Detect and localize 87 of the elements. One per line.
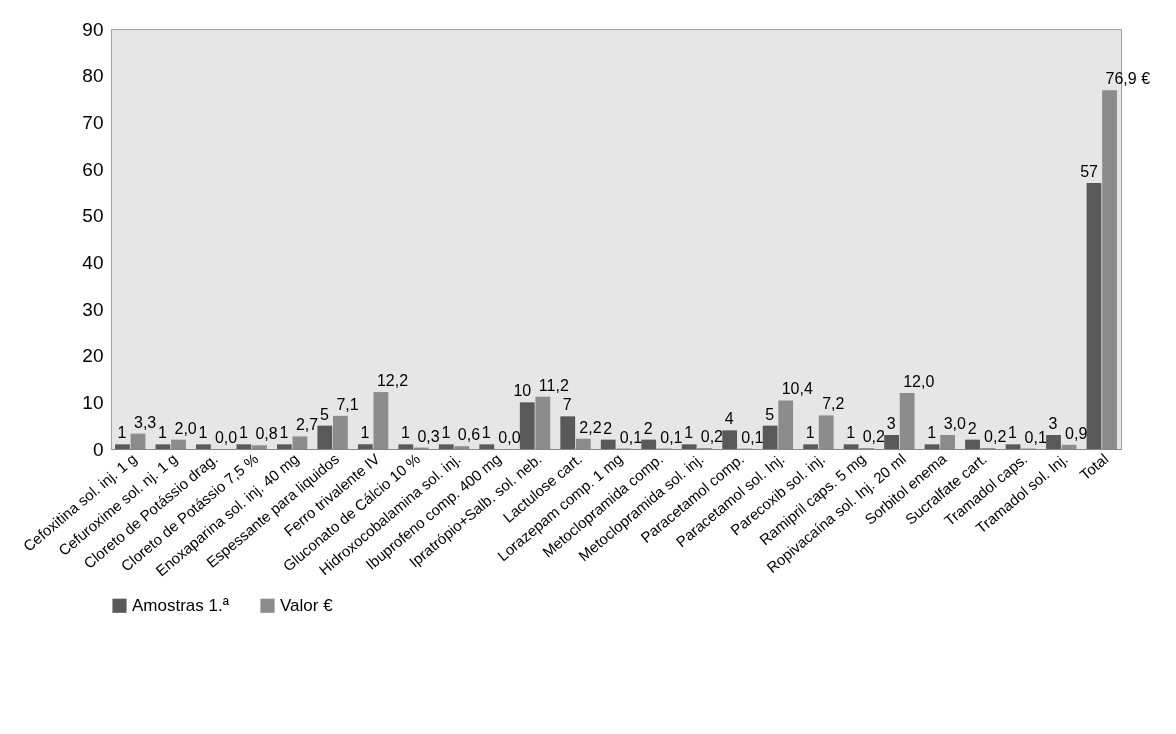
data-label: 3 <box>886 415 896 432</box>
data-label: 4 <box>724 410 734 428</box>
bar <box>398 444 414 449</box>
y-tick-label: 90 <box>82 18 104 40</box>
data-label: 7 <box>562 396 572 414</box>
data-label: 76,9 € <box>1105 70 1151 88</box>
bar <box>115 444 130 449</box>
data-label: 0,3 <box>417 427 440 445</box>
data-label: 0,1 <box>619 428 643 446</box>
data-label: 0,9 <box>1065 424 1088 442</box>
data-label: 7,2 <box>822 395 845 413</box>
data-label: 1 <box>684 424 694 442</box>
bar <box>357 444 373 449</box>
data-label: 1 <box>805 424 815 442</box>
data-label: 1 <box>360 424 370 442</box>
data-label: 5 <box>765 405 775 423</box>
data-label: 0,1 <box>1024 428 1047 446</box>
y-tick-label: 60 <box>82 158 104 180</box>
y-tick-label: 40 <box>82 251 104 273</box>
data-label: 1 <box>117 424 127 442</box>
data-label: 0,2 <box>700 428 724 446</box>
legend-label: Valor € <box>280 595 334 615</box>
data-label: 1 <box>1008 424 1018 442</box>
data-label: 1 <box>846 424 856 442</box>
data-label: 1 <box>198 424 208 442</box>
data-label: 2 <box>603 419 613 437</box>
y-tick-label: 70 <box>82 111 104 133</box>
data-label: 0,8 <box>255 425 278 443</box>
data-label: 1 <box>158 424 168 442</box>
y-tick-label: 30 <box>82 298 104 320</box>
bar <box>924 444 940 449</box>
bar <box>884 435 899 449</box>
bar <box>1086 183 1102 449</box>
data-label: 0,1 <box>660 428 683 446</box>
data-label: 57 <box>1080 163 1099 180</box>
bar <box>560 416 576 449</box>
data-label: 3,0 <box>943 415 966 432</box>
bar <box>317 425 333 449</box>
bar <box>681 444 697 449</box>
data-label: 1 <box>238 424 248 442</box>
data-label: 11,2 <box>538 376 569 394</box>
data-label: 0,6 <box>457 426 481 444</box>
bar <box>236 444 252 449</box>
data-label: 0,1 <box>741 428 764 446</box>
bar <box>722 430 738 449</box>
bar <box>762 425 778 449</box>
data-label: 5 <box>319 405 329 423</box>
data-label: 0,2 <box>984 428 1007 446</box>
y-tick-label: 0 <box>92 438 104 460</box>
y-tick-label: 10 <box>82 391 104 413</box>
bar <box>196 444 211 449</box>
bar <box>600 439 616 449</box>
bar <box>965 439 980 449</box>
data-label: 2 <box>967 419 977 437</box>
data-label: 2 <box>643 419 653 437</box>
data-label: 3,3 <box>134 413 157 431</box>
data-label: 12,0 <box>903 373 935 390</box>
bar <box>1046 435 1061 449</box>
bar <box>155 444 171 449</box>
bar <box>1005 444 1021 449</box>
data-label: 10,4 <box>781 380 813 398</box>
bar <box>438 444 454 449</box>
y-tick-label: 80 <box>82 65 104 87</box>
bar <box>843 444 859 449</box>
data-label: 0,0 <box>214 429 238 446</box>
bar <box>276 444 292 449</box>
data-label: 3 <box>1048 415 1058 432</box>
bar <box>803 444 819 449</box>
data-label: 2,0 <box>174 419 197 437</box>
y-tick-label: 50 <box>82 205 104 227</box>
data-label: 1 <box>400 424 410 442</box>
legend-label: Amostras 1.ª <box>132 595 230 615</box>
data-label: 2,2 <box>579 418 602 436</box>
data-label: 7,1 <box>336 395 359 413</box>
data-label: 1 <box>441 424 451 442</box>
bar <box>641 439 657 449</box>
data-label: 1 <box>279 424 289 442</box>
data-label: 0,2 <box>862 428 886 446</box>
data-label: 2,7 <box>295 416 319 434</box>
bar <box>519 402 535 449</box>
bar <box>479 444 495 449</box>
data-label: 10 <box>513 382 532 400</box>
y-tick-label: 20 <box>82 345 104 367</box>
data-label: 0,0 <box>498 429 521 446</box>
data-label: 12,2 <box>376 372 409 390</box>
data-label: 1 <box>927 424 937 442</box>
data-label: 1 <box>481 424 491 442</box>
